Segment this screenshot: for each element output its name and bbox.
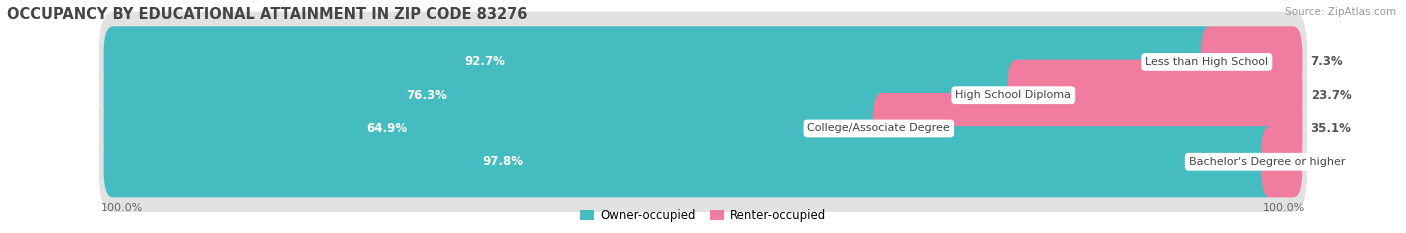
FancyBboxPatch shape — [98, 12, 1308, 112]
Text: 100.0%: 100.0% — [101, 203, 143, 213]
Text: 92.7%: 92.7% — [465, 55, 506, 69]
Legend: Owner-occupied, Renter-occupied: Owner-occupied, Renter-occupied — [575, 205, 831, 227]
FancyBboxPatch shape — [104, 60, 1022, 131]
FancyBboxPatch shape — [98, 78, 1308, 179]
FancyBboxPatch shape — [98, 45, 1308, 145]
FancyBboxPatch shape — [104, 126, 1277, 197]
FancyBboxPatch shape — [104, 26, 1216, 98]
Text: 35.1%: 35.1% — [1310, 122, 1351, 135]
Text: Source: ZipAtlas.com: Source: ZipAtlas.com — [1285, 7, 1396, 17]
Text: 100.0%: 100.0% — [1263, 203, 1305, 213]
Text: Less than High School: Less than High School — [1146, 57, 1268, 67]
Text: 23.7%: 23.7% — [1310, 89, 1351, 102]
FancyBboxPatch shape — [98, 112, 1308, 212]
Text: 7.3%: 7.3% — [1310, 55, 1343, 69]
Text: 2.2%: 2.2% — [1310, 155, 1343, 168]
Text: High School Diploma: High School Diploma — [955, 90, 1071, 100]
FancyBboxPatch shape — [104, 93, 889, 164]
Text: Bachelor's Degree or higher: Bachelor's Degree or higher — [1188, 157, 1346, 167]
Text: 97.8%: 97.8% — [482, 155, 524, 168]
FancyBboxPatch shape — [873, 93, 1302, 164]
FancyBboxPatch shape — [1261, 126, 1302, 197]
Text: 64.9%: 64.9% — [367, 122, 408, 135]
FancyBboxPatch shape — [1201, 26, 1302, 98]
Text: 76.3%: 76.3% — [406, 89, 447, 102]
Text: College/Associate Degree: College/Associate Degree — [807, 123, 950, 134]
FancyBboxPatch shape — [1008, 60, 1302, 131]
Text: OCCUPANCY BY EDUCATIONAL ATTAINMENT IN ZIP CODE 83276: OCCUPANCY BY EDUCATIONAL ATTAINMENT IN Z… — [7, 7, 527, 22]
